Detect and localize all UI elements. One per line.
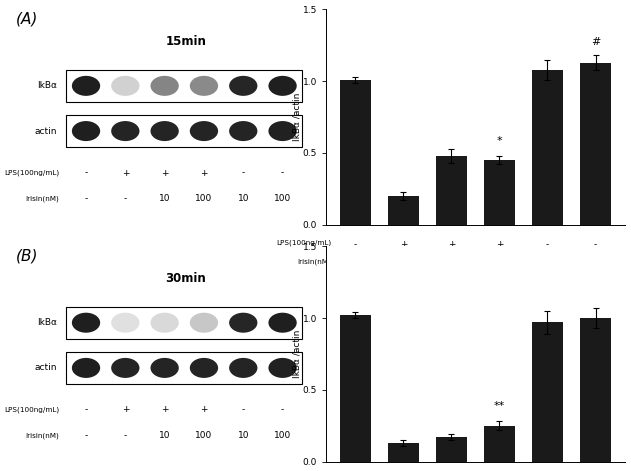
Bar — [66, 352, 302, 384]
Bar — [66, 70, 302, 102]
Text: +: + — [200, 169, 208, 178]
Ellipse shape — [150, 313, 179, 333]
Text: -: - — [281, 406, 284, 414]
Y-axis label: IkBα /actin: IkBα /actin — [292, 330, 302, 378]
Ellipse shape — [72, 121, 100, 141]
Text: -: - — [354, 258, 357, 267]
Text: -: - — [402, 258, 405, 267]
Bar — [484, 160, 515, 225]
Ellipse shape — [72, 358, 100, 378]
Text: 100: 100 — [587, 258, 604, 267]
Text: Irisin(nM): Irisin(nM) — [298, 258, 331, 265]
Ellipse shape — [268, 313, 297, 333]
Text: (B): (B) — [16, 248, 38, 263]
Text: 100: 100 — [274, 195, 291, 203]
Y-axis label: IkBα /actin: IkBα /actin — [292, 93, 302, 141]
Bar — [339, 80, 371, 225]
Text: IkBα: IkBα — [37, 81, 57, 90]
Ellipse shape — [150, 121, 179, 141]
Text: *: * — [497, 136, 502, 146]
Ellipse shape — [111, 358, 139, 378]
Text: **: ** — [494, 401, 505, 411]
Text: 100: 100 — [196, 431, 213, 440]
Bar — [66, 307, 302, 339]
Ellipse shape — [190, 313, 218, 333]
Ellipse shape — [190, 358, 218, 378]
Text: 100: 100 — [196, 195, 213, 203]
Bar — [532, 322, 563, 462]
Text: -: - — [242, 169, 245, 178]
Text: 10: 10 — [237, 431, 249, 440]
Bar — [580, 318, 611, 462]
Text: Irisin(nM): Irisin(nM) — [25, 432, 59, 439]
Bar — [387, 443, 419, 462]
Text: actin: actin — [35, 364, 57, 373]
Text: 100: 100 — [491, 258, 508, 267]
Text: 10: 10 — [159, 431, 170, 440]
Bar — [387, 196, 419, 225]
Text: -: - — [242, 406, 245, 414]
Ellipse shape — [150, 358, 179, 378]
Bar — [66, 115, 302, 147]
Bar — [436, 437, 467, 462]
Text: +: + — [161, 169, 168, 178]
Text: -: - — [281, 169, 284, 178]
Text: -: - — [594, 240, 597, 249]
Bar — [484, 426, 515, 462]
Ellipse shape — [111, 76, 139, 96]
Text: 10: 10 — [159, 195, 170, 203]
Text: +: + — [161, 406, 168, 414]
Text: 15min: 15min — [165, 35, 206, 48]
Text: LPS(100ng/mL): LPS(100ng/mL) — [276, 240, 331, 246]
Ellipse shape — [229, 313, 257, 333]
Text: +: + — [496, 240, 503, 249]
Text: Irisin(nM): Irisin(nM) — [25, 195, 59, 202]
Ellipse shape — [229, 358, 257, 378]
Text: +: + — [122, 169, 129, 178]
Text: -: - — [85, 169, 88, 178]
Text: IkBα: IkBα — [37, 318, 57, 327]
Ellipse shape — [268, 76, 297, 96]
Text: +: + — [447, 240, 455, 249]
Ellipse shape — [72, 76, 100, 96]
Text: -: - — [124, 431, 127, 440]
Text: #: # — [591, 37, 600, 47]
Ellipse shape — [111, 313, 139, 333]
Text: actin: actin — [35, 127, 57, 136]
Text: +: + — [399, 240, 407, 249]
Bar — [436, 156, 467, 225]
Text: 10: 10 — [445, 258, 457, 267]
Text: +: + — [122, 406, 129, 414]
Text: -: - — [354, 240, 357, 249]
Text: 10: 10 — [542, 258, 553, 267]
Text: (A): (A) — [16, 12, 38, 26]
Text: 100: 100 — [274, 431, 291, 440]
Text: -: - — [85, 406, 88, 414]
Text: +: + — [200, 406, 208, 414]
Ellipse shape — [190, 121, 218, 141]
Text: -: - — [124, 195, 127, 203]
Text: -: - — [546, 240, 549, 249]
Ellipse shape — [268, 121, 297, 141]
Ellipse shape — [72, 313, 100, 333]
Text: LPS(100ng/mL): LPS(100ng/mL) — [4, 170, 59, 176]
Text: 10: 10 — [237, 195, 249, 203]
Ellipse shape — [229, 76, 257, 96]
Ellipse shape — [111, 121, 139, 141]
Bar — [339, 315, 371, 462]
Ellipse shape — [268, 358, 297, 378]
Text: 30min: 30min — [165, 272, 206, 285]
Ellipse shape — [150, 76, 179, 96]
Bar — [532, 70, 563, 225]
Text: -: - — [85, 195, 88, 203]
Bar — [580, 63, 611, 225]
Text: LPS(100ng/mL): LPS(100ng/mL) — [4, 406, 59, 413]
Ellipse shape — [190, 76, 218, 96]
Text: -: - — [85, 431, 88, 440]
Ellipse shape — [229, 121, 257, 141]
